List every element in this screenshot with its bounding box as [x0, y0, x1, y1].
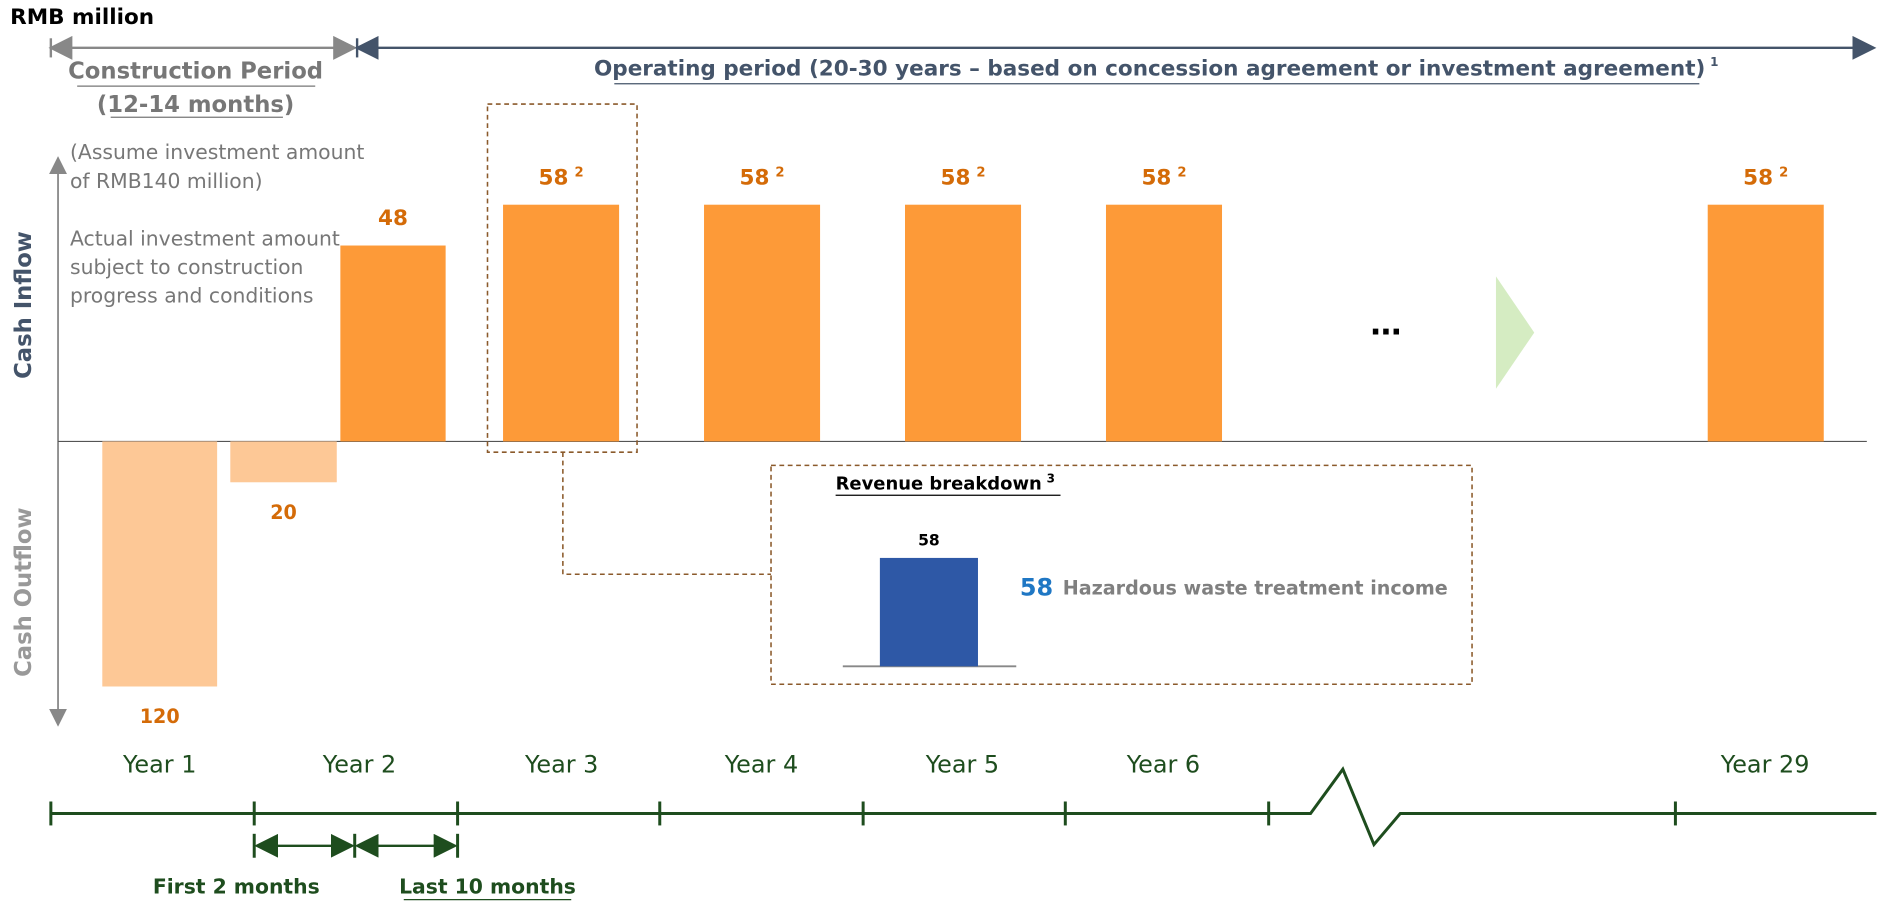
bar: [230, 441, 337, 483]
revenue-title: Revenue breakdown 3: [836, 471, 1055, 494]
note: subject to construction: [70, 255, 303, 279]
data-label-value: 58: [740, 165, 770, 190]
month-label: First 2 months: [153, 875, 320, 899]
data-label: 58 2: [940, 165, 985, 190]
bar: [503, 204, 620, 442]
x-tick-label: Year 3: [524, 751, 598, 779]
data-label: 58 2: [1743, 165, 1788, 190]
data-label: 20: [270, 501, 297, 524]
operating-title: Operating period (20-30 years – based on…: [594, 55, 1718, 82]
note: progress and conditions: [70, 284, 314, 308]
data-label-value: 58: [940, 165, 970, 190]
data-label: 58 2: [740, 165, 785, 190]
footnote-mark: 2: [775, 165, 784, 180]
bar: [1105, 204, 1223, 442]
month-label: Last 10 months: [399, 875, 576, 899]
unit: RMB million: [10, 5, 154, 30]
footnote-mark: 2: [976, 165, 985, 180]
data-label: 58 2: [1141, 165, 1186, 190]
x-tick-label: Year 1: [122, 751, 196, 779]
footnote-mark: 3: [1047, 471, 1055, 485]
x-tick-label: Year 4: [724, 751, 798, 779]
x-tick-label: Year 2: [322, 751, 396, 779]
note: Actual investment amount: [70, 226, 340, 250]
bar: [340, 245, 446, 442]
data-label-value: 48: [378, 206, 408, 231]
x-tick-label: Year 5: [925, 751, 999, 779]
footnote-mark: 2: [1779, 165, 1788, 180]
x-tick-label: Year 6: [1126, 751, 1200, 779]
y-axis-label: Cash Outflow: [11, 507, 37, 676]
data-label: 58: [918, 532, 940, 550]
revenue-legend: 58 Hazardous waste treatment income: [1020, 574, 1448, 602]
construction-duration: (12-14 months): [97, 92, 294, 118]
data-label-value: 58: [1141, 165, 1171, 190]
bar: [879, 557, 978, 667]
revenue-value: 58: [1020, 574, 1053, 602]
construction-title: Construction Period: [68, 58, 323, 84]
operating-text: Operating period (20-30 years – based on…: [594, 56, 1705, 81]
data-label-value: 58: [1743, 165, 1773, 190]
note: (Assume investment amount: [70, 140, 364, 164]
data-label: 58 2: [539, 165, 584, 190]
bar: [102, 441, 218, 687]
revenue-name: Hazardous waste treatment income: [1063, 576, 1448, 599]
footnote-mark: 1: [1710, 55, 1718, 69]
x-tick-label: Year 29: [1720, 751, 1810, 779]
bar: [905, 204, 1022, 442]
footnote-mark: 2: [1177, 165, 1186, 180]
data-label: 120: [140, 705, 180, 728]
y-axis-label: Cash Inflow: [11, 231, 37, 379]
bar: [1707, 204, 1824, 442]
ellipsis: …: [1370, 306, 1401, 342]
note: of RMB140 million): [70, 169, 263, 193]
bar: [704, 204, 821, 442]
data-label: 48: [378, 206, 408, 231]
footnote-mark: 2: [574, 165, 583, 180]
data-label-value: 58: [539, 165, 569, 190]
revenue-title-text: Revenue breakdown: [836, 473, 1042, 494]
